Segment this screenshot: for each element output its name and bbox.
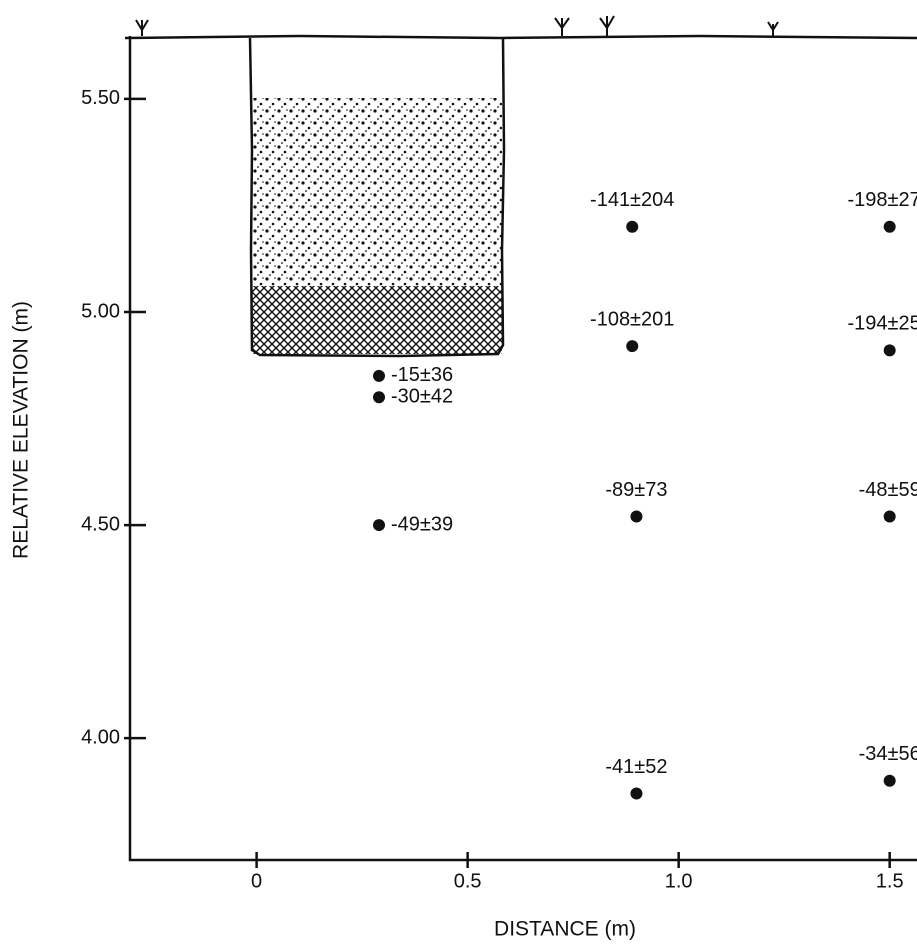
point-label: -34±56 (859, 743, 917, 765)
point (630, 787, 643, 800)
x-tick-label: 1.0 (665, 870, 693, 892)
y-tick-label: 4.50 (81, 513, 120, 535)
point-label: -141±204 (590, 189, 674, 211)
ground-surface (124, 34, 917, 40)
x-tick-label: 0.5 (454, 870, 482, 892)
point (626, 340, 639, 353)
vegetation (135, 15, 779, 36)
point (883, 510, 896, 523)
gravel-fill (252, 98, 502, 286)
point (626, 220, 639, 233)
x-tick-label: 0 (251, 870, 262, 892)
point (883, 220, 896, 233)
x-tick-label: 1.5 (876, 870, 904, 892)
point-label: -30±42 (391, 386, 453, 408)
point-label: -49±39 (391, 513, 453, 535)
point-label: -89±73 (605, 479, 667, 501)
y-tick-label: 5.00 (81, 300, 120, 322)
point (883, 774, 896, 787)
x-axis-title: DISTANCE (m) (494, 918, 636, 941)
point-label: -41±52 (605, 756, 667, 778)
point-label: -194±252 (847, 313, 917, 335)
point-label: -48±59 (859, 479, 917, 501)
point (373, 369, 386, 382)
point (373, 391, 386, 404)
point-label: -108±201 (590, 308, 674, 330)
y-tick-label: 5.50 (81, 87, 120, 109)
y-tick-label: 4.00 (81, 726, 120, 748)
point-label: -198±279 (847, 189, 917, 211)
point (883, 344, 896, 357)
hatched-fill (252, 286, 502, 354)
y-axis-title: RELATIVE ELEVATION (m) (10, 301, 33, 559)
point (373, 519, 386, 532)
point (630, 510, 643, 523)
axes (128, 36, 917, 862)
trench-outline (248, 37, 506, 358)
point-label: -15±36 (391, 364, 453, 386)
